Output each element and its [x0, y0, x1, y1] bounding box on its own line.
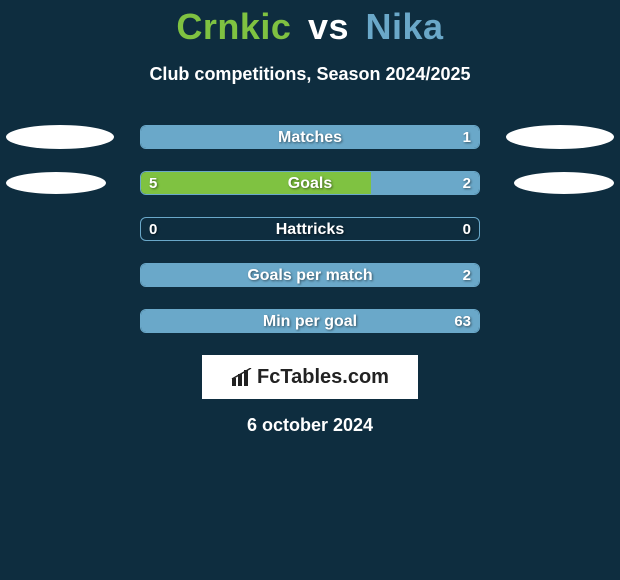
fill-player1: [141, 172, 371, 194]
stat-bar: 0 Hattricks 0: [140, 217, 480, 241]
ellipse-right: [514, 172, 614, 194]
player2-name: Nika: [366, 6, 444, 47]
subtitle: Club competitions, Season 2024/2025: [0, 64, 620, 85]
fill-player2: [141, 264, 479, 286]
stat-row-matches: Matches 1: [0, 125, 620, 149]
fill-player2: [371, 172, 479, 194]
ellipse-left: [6, 125, 114, 149]
player1-name: Crnkic: [176, 6, 291, 47]
ellipse-right: [506, 125, 614, 149]
stat-bar: 5 Goals 2: [140, 171, 480, 195]
source-logo-box: FcTables.com: [202, 355, 418, 399]
stat-row-min-per-goal: Min per goal 63: [0, 309, 620, 333]
stat-bar: Min per goal 63: [140, 309, 480, 333]
vs-text: vs: [308, 6, 349, 47]
comparison-chart: Matches 1 5 Goals 2 0 Hattricks 0: [0, 125, 620, 333]
fill-player2: [141, 310, 479, 332]
comparison-title: Crnkic vs Nika: [0, 0, 620, 48]
stat-bar: Matches 1: [140, 125, 480, 149]
value-player2: 0: [455, 218, 479, 240]
bars-icon: [231, 368, 253, 386]
snapshot-date: 6 october 2024: [0, 415, 620, 436]
value-player1: 0: [141, 218, 165, 240]
stat-label: Hattricks: [141, 218, 479, 240]
logo-text: FcTables.com: [257, 366, 389, 389]
source-logo: FcTables.com: [231, 366, 389, 389]
stat-row-goals-per-match: Goals per match 2: [0, 263, 620, 287]
ellipse-left: [6, 172, 106, 194]
stat-bar: Goals per match 2: [140, 263, 480, 287]
stat-row-hattricks: 0 Hattricks 0: [0, 217, 620, 241]
stat-row-goals: 5 Goals 2: [0, 171, 620, 195]
fill-player2: [141, 126, 479, 148]
